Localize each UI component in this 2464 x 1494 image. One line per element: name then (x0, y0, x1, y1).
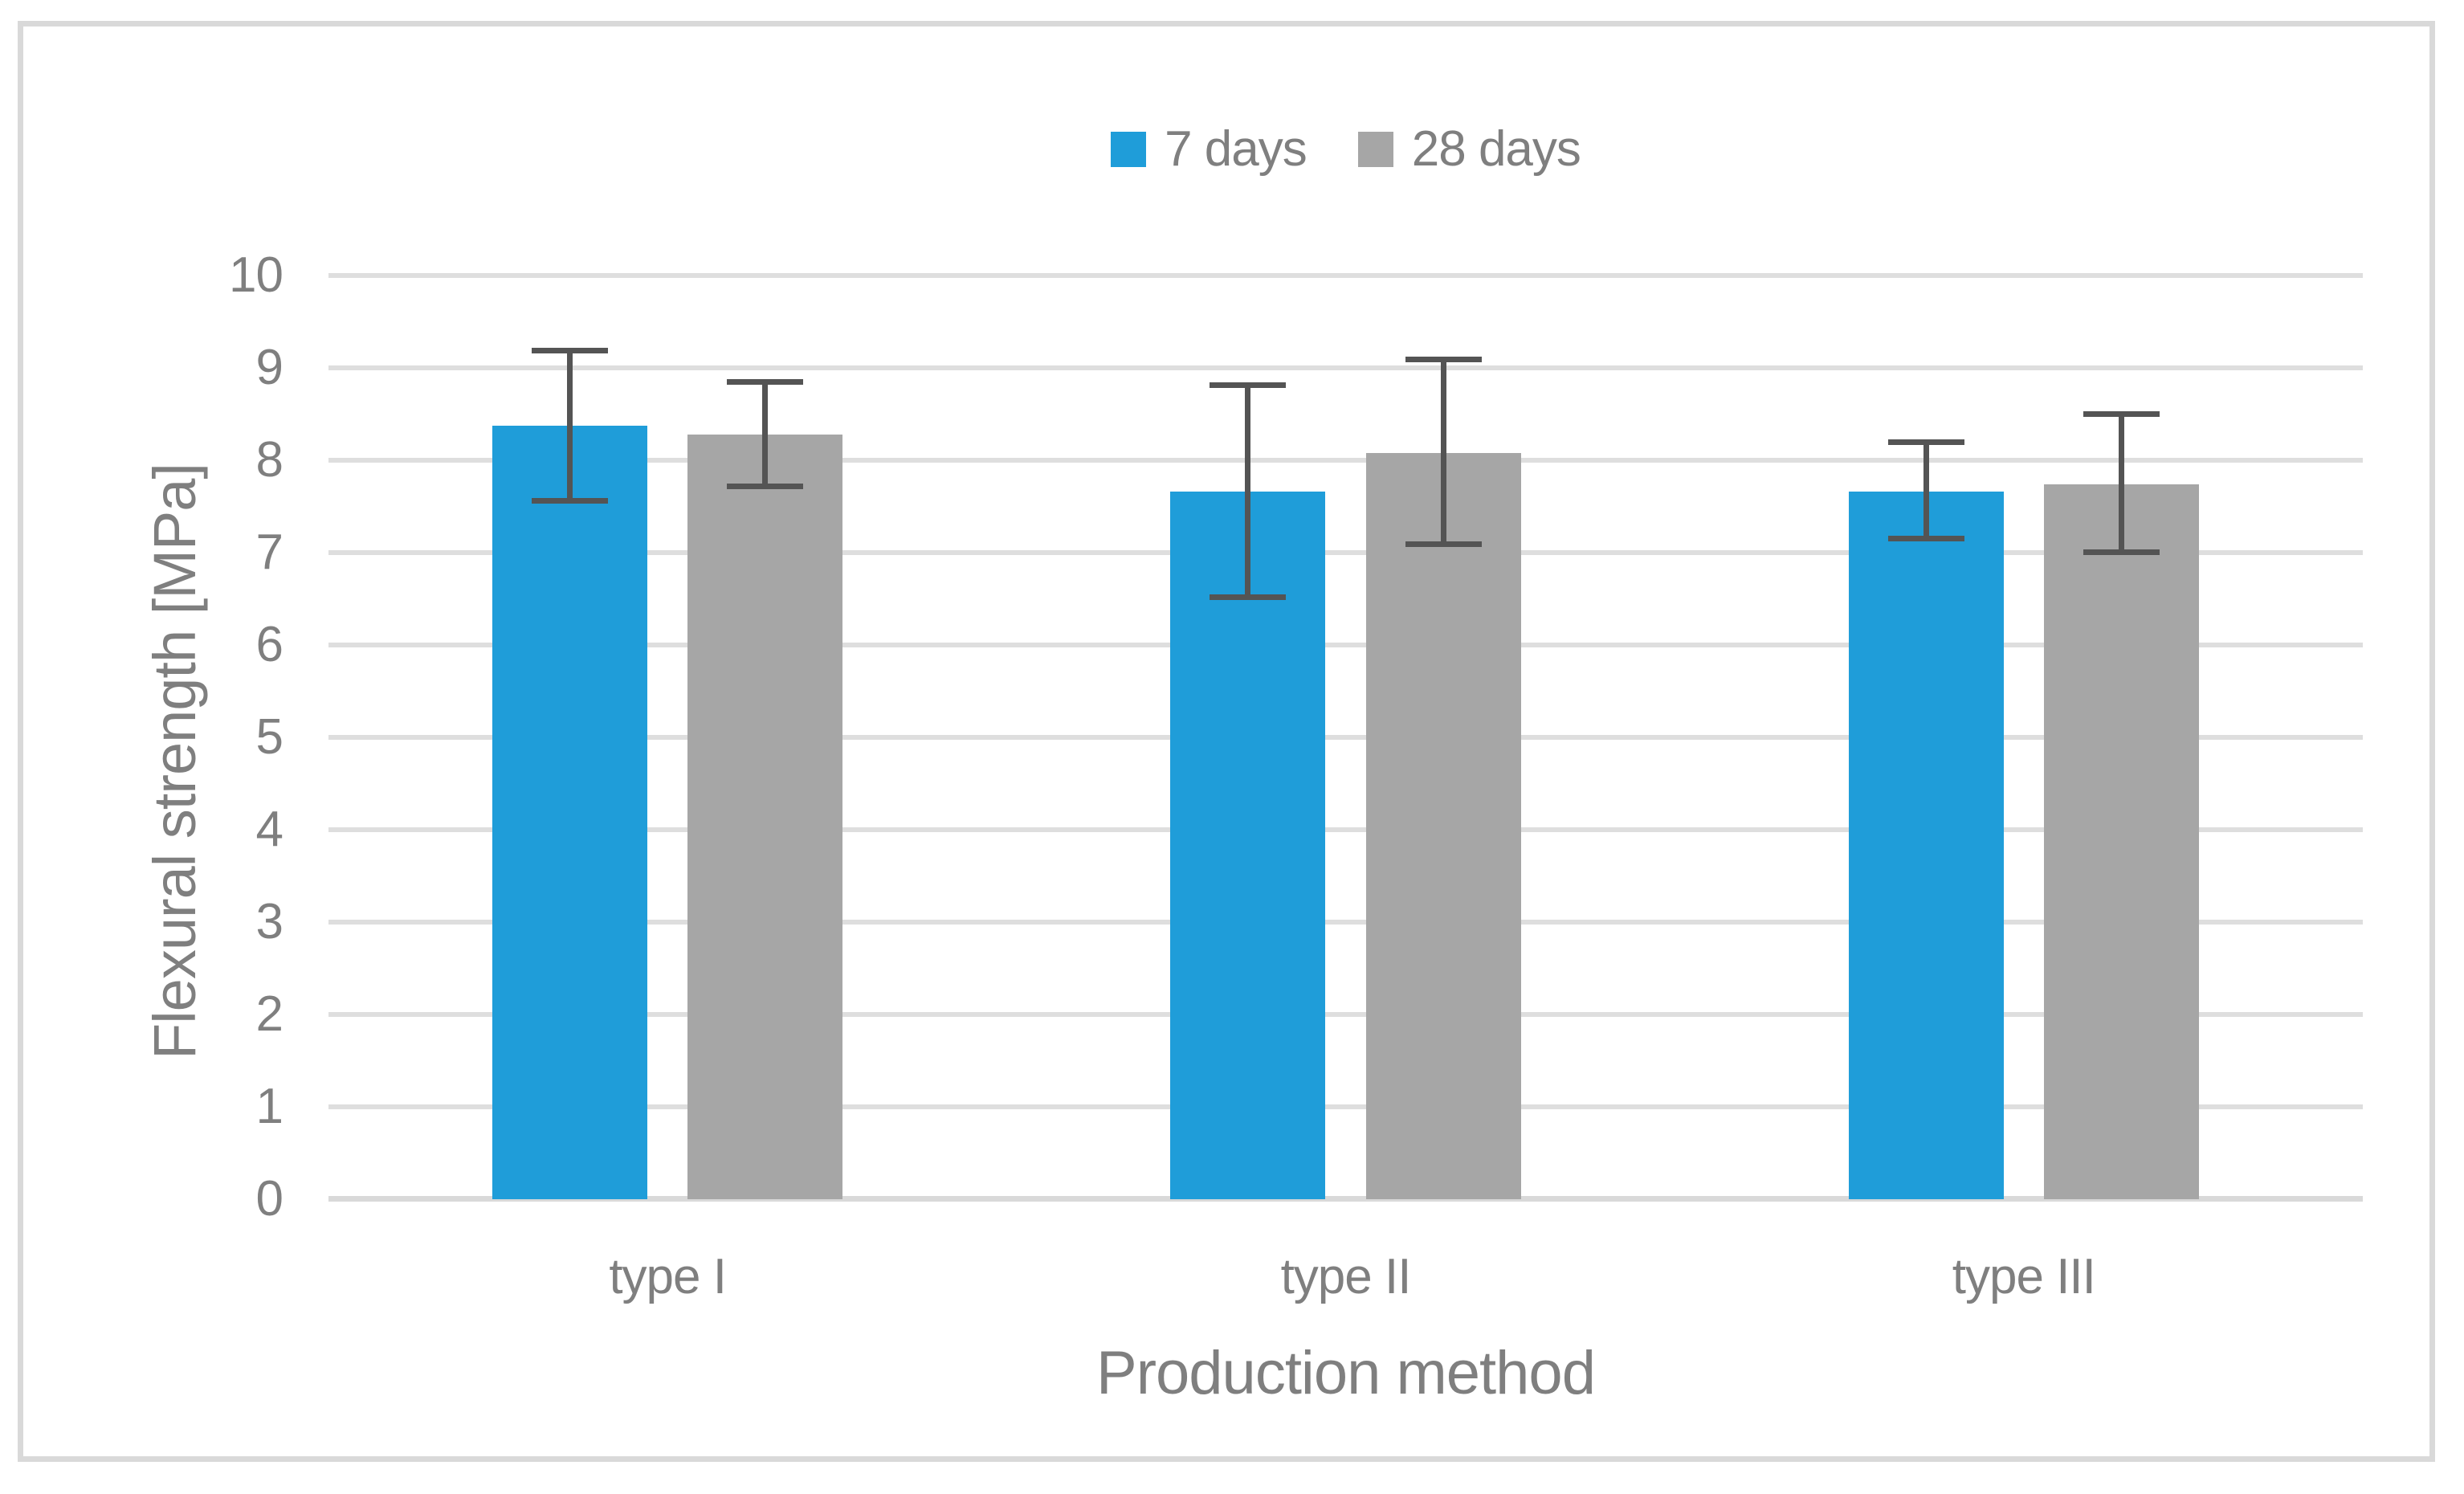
error-bar-cap-bottom (1405, 541, 1482, 548)
error-bar-line (566, 347, 573, 504)
y-tick-label-6: 6 (255, 617, 284, 672)
legend-item-7-days: 7 days (1111, 124, 1307, 174)
x-axis-line (328, 1196, 2363, 1202)
y-tick-label-10: 10 (229, 247, 284, 303)
gridline-y10 (328, 273, 2363, 278)
bar-type-III-28-days (2044, 484, 2200, 1199)
error-bar-cap-top (1405, 357, 1482, 363)
gridline-y6 (328, 643, 2363, 647)
legend-label-28-days: 28 days (1411, 121, 1581, 177)
bar-type-III-7-days (1848, 492, 2004, 1199)
gridline-y3 (328, 920, 2363, 925)
error-bar-cap-bottom (2083, 549, 2160, 556)
error-bar-cap-top (1210, 382, 1287, 389)
bar-type-I-28-days (687, 434, 843, 1199)
y-tick-label-7: 7 (255, 525, 284, 580)
bar-type-I-7-days (492, 426, 647, 1199)
error-bar-cap-top (727, 378, 804, 385)
y-tick-label-5: 5 (255, 709, 284, 765)
error-bar-cap-top (2083, 411, 2160, 418)
error-bar-line (2119, 411, 2125, 556)
error-bar-cap-bottom (727, 483, 804, 489)
gridline-y2 (328, 1012, 2363, 1017)
error-bar-cap-bottom (1887, 536, 1964, 542)
gridline-y9 (328, 365, 2363, 370)
plot-area (328, 273, 2363, 1202)
y-tick-label-8: 8 (255, 432, 284, 488)
category-label-type-II: type II (1280, 1249, 1412, 1304)
error-bar-cap-top (1887, 439, 1964, 445)
bar-type-II-7-days (1170, 492, 1326, 1199)
gridline-y5 (328, 735, 2363, 740)
category-label-type-III: type III (1952, 1249, 2096, 1304)
error-bar-line (1440, 357, 1446, 548)
y-tick-label-0: 0 (255, 1171, 284, 1227)
error-bar-line (1245, 382, 1251, 600)
legend-item-28-days: 28 days (1357, 121, 1581, 177)
legend: 7 days 28 days (328, 119, 2363, 180)
chart-border (18, 21, 2435, 1462)
gridline-y7 (328, 550, 2363, 555)
error-bar-line (762, 378, 769, 489)
y-tick-label-9: 9 (255, 340, 284, 395)
error-bar-cap-bottom (1210, 594, 1287, 600)
legend-swatch-7-days-icon (1111, 132, 1147, 167)
legend-swatch-28-days-icon (1357, 132, 1393, 167)
gridline-y1 (328, 1104, 2363, 1109)
y-tick-label-3: 3 (255, 894, 284, 949)
legend-label-7-days: 7 days (1165, 121, 1307, 177)
gridline-y4 (328, 827, 2363, 832)
error-bar-cap-top (531, 347, 608, 353)
y-tick-label-4: 4 (255, 802, 284, 857)
error-bar-line (1923, 439, 1929, 542)
gridline-y8 (328, 458, 2363, 463)
bar-type-II-28-days (1365, 452, 1521, 1199)
y-tick-label-1: 1 (255, 1079, 284, 1134)
x-axis-title: Production method (1096, 1339, 1596, 1407)
error-bar-cap-bottom (531, 498, 608, 504)
y-tick-label-2: 2 (255, 986, 284, 1042)
category-label-type-I: type I (609, 1249, 727, 1304)
